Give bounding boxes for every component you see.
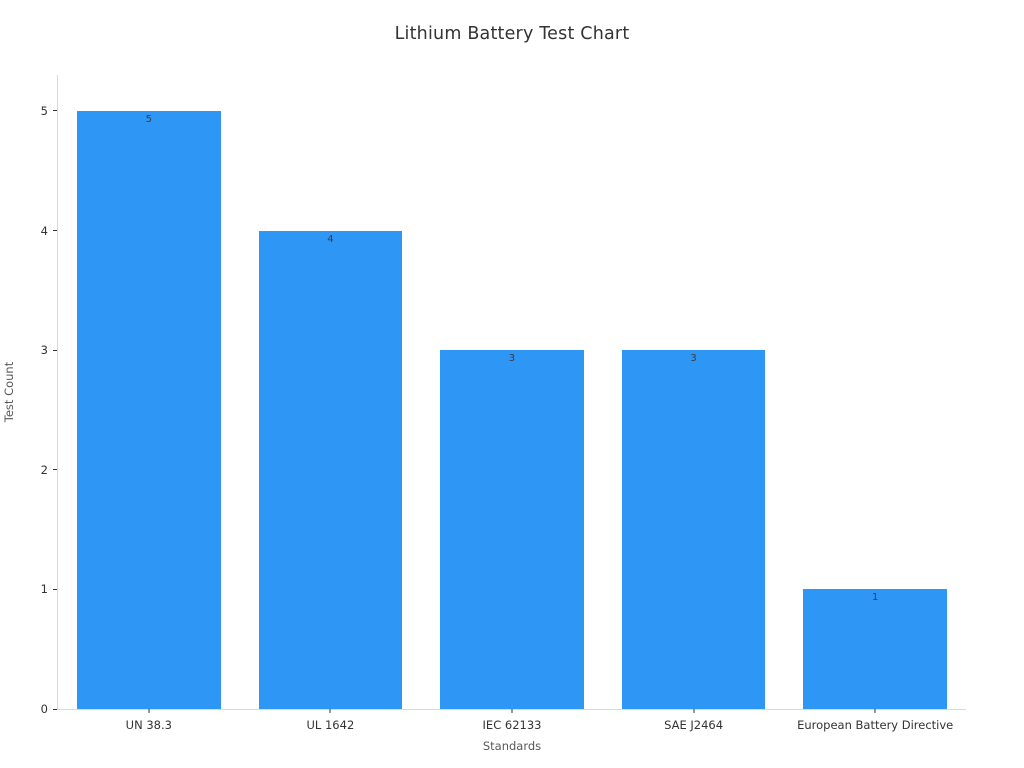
bar-slot: 1 bbox=[784, 75, 966, 709]
plot-area: Test Count Standards 0 1 2 3 4 5 5 UN 38.3 4 UL 1… bbox=[2, 75, 966, 753]
x-tick-label: UN 38.3 bbox=[125, 718, 172, 732]
bar-value-label: 3 bbox=[508, 353, 516, 365]
bar-value-label: 5 bbox=[145, 113, 152, 125]
y-axis-title: Test Count bbox=[2, 361, 16, 423]
bar-value-label: 3 bbox=[690, 353, 697, 365]
y-tick-label: 1 bbox=[40, 582, 48, 597]
y-tick-label: 0 bbox=[40, 702, 48, 716]
y-tick-label: 5 bbox=[40, 103, 48, 118]
x-tick-mark bbox=[511, 709, 513, 713]
y-tick-mark bbox=[53, 588, 57, 590]
x-tick-mark bbox=[329, 709, 331, 713]
bar-slot: 3 bbox=[603, 75, 785, 709]
bar-value-label: 4 bbox=[327, 233, 334, 245]
x-tick-label: UL 1642 bbox=[306, 718, 355, 732]
chart-title: Lithium Battery Test Chart bbox=[394, 24, 630, 44]
bar-ul-1642[interactable]: 4 bbox=[258, 230, 403, 709]
y-tick-label: 3 bbox=[40, 343, 48, 358]
x-tick-label: European Battery Directive bbox=[797, 718, 954, 732]
bar-slot: 4 bbox=[240, 75, 422, 709]
bar-slot: 3 bbox=[421, 75, 603, 709]
x-tick-label: IEC 62133 bbox=[482, 718, 542, 732]
y-tick-mark bbox=[53, 349, 57, 351]
bar-iec-62133[interactable]: 3 bbox=[440, 350, 584, 709]
y-tick-mark bbox=[53, 469, 57, 471]
y-tick-mark bbox=[53, 708, 57, 710]
bar-slot: 5 bbox=[58, 75, 240, 709]
y-tick-label: 4 bbox=[40, 223, 48, 238]
bar-un-38-3[interactable]: 5 bbox=[77, 110, 221, 709]
x-tick-label: SAE J2464 bbox=[664, 718, 724, 732]
x-tick-mark bbox=[148, 709, 150, 713]
x-axis-title: Standards bbox=[482, 739, 542, 753]
bar-sae-j2464[interactable]: 3 bbox=[621, 350, 766, 709]
bar-european-battery-directive[interactable]: 1 bbox=[803, 589, 947, 709]
y-tick-label: 2 bbox=[40, 462, 48, 477]
x-tick-mark bbox=[693, 709, 695, 713]
bar-value-label: 1 bbox=[871, 592, 879, 604]
y-tick-mark bbox=[53, 230, 57, 231]
x-tick-mark bbox=[874, 709, 876, 713]
y-tick-mark bbox=[53, 110, 57, 112]
